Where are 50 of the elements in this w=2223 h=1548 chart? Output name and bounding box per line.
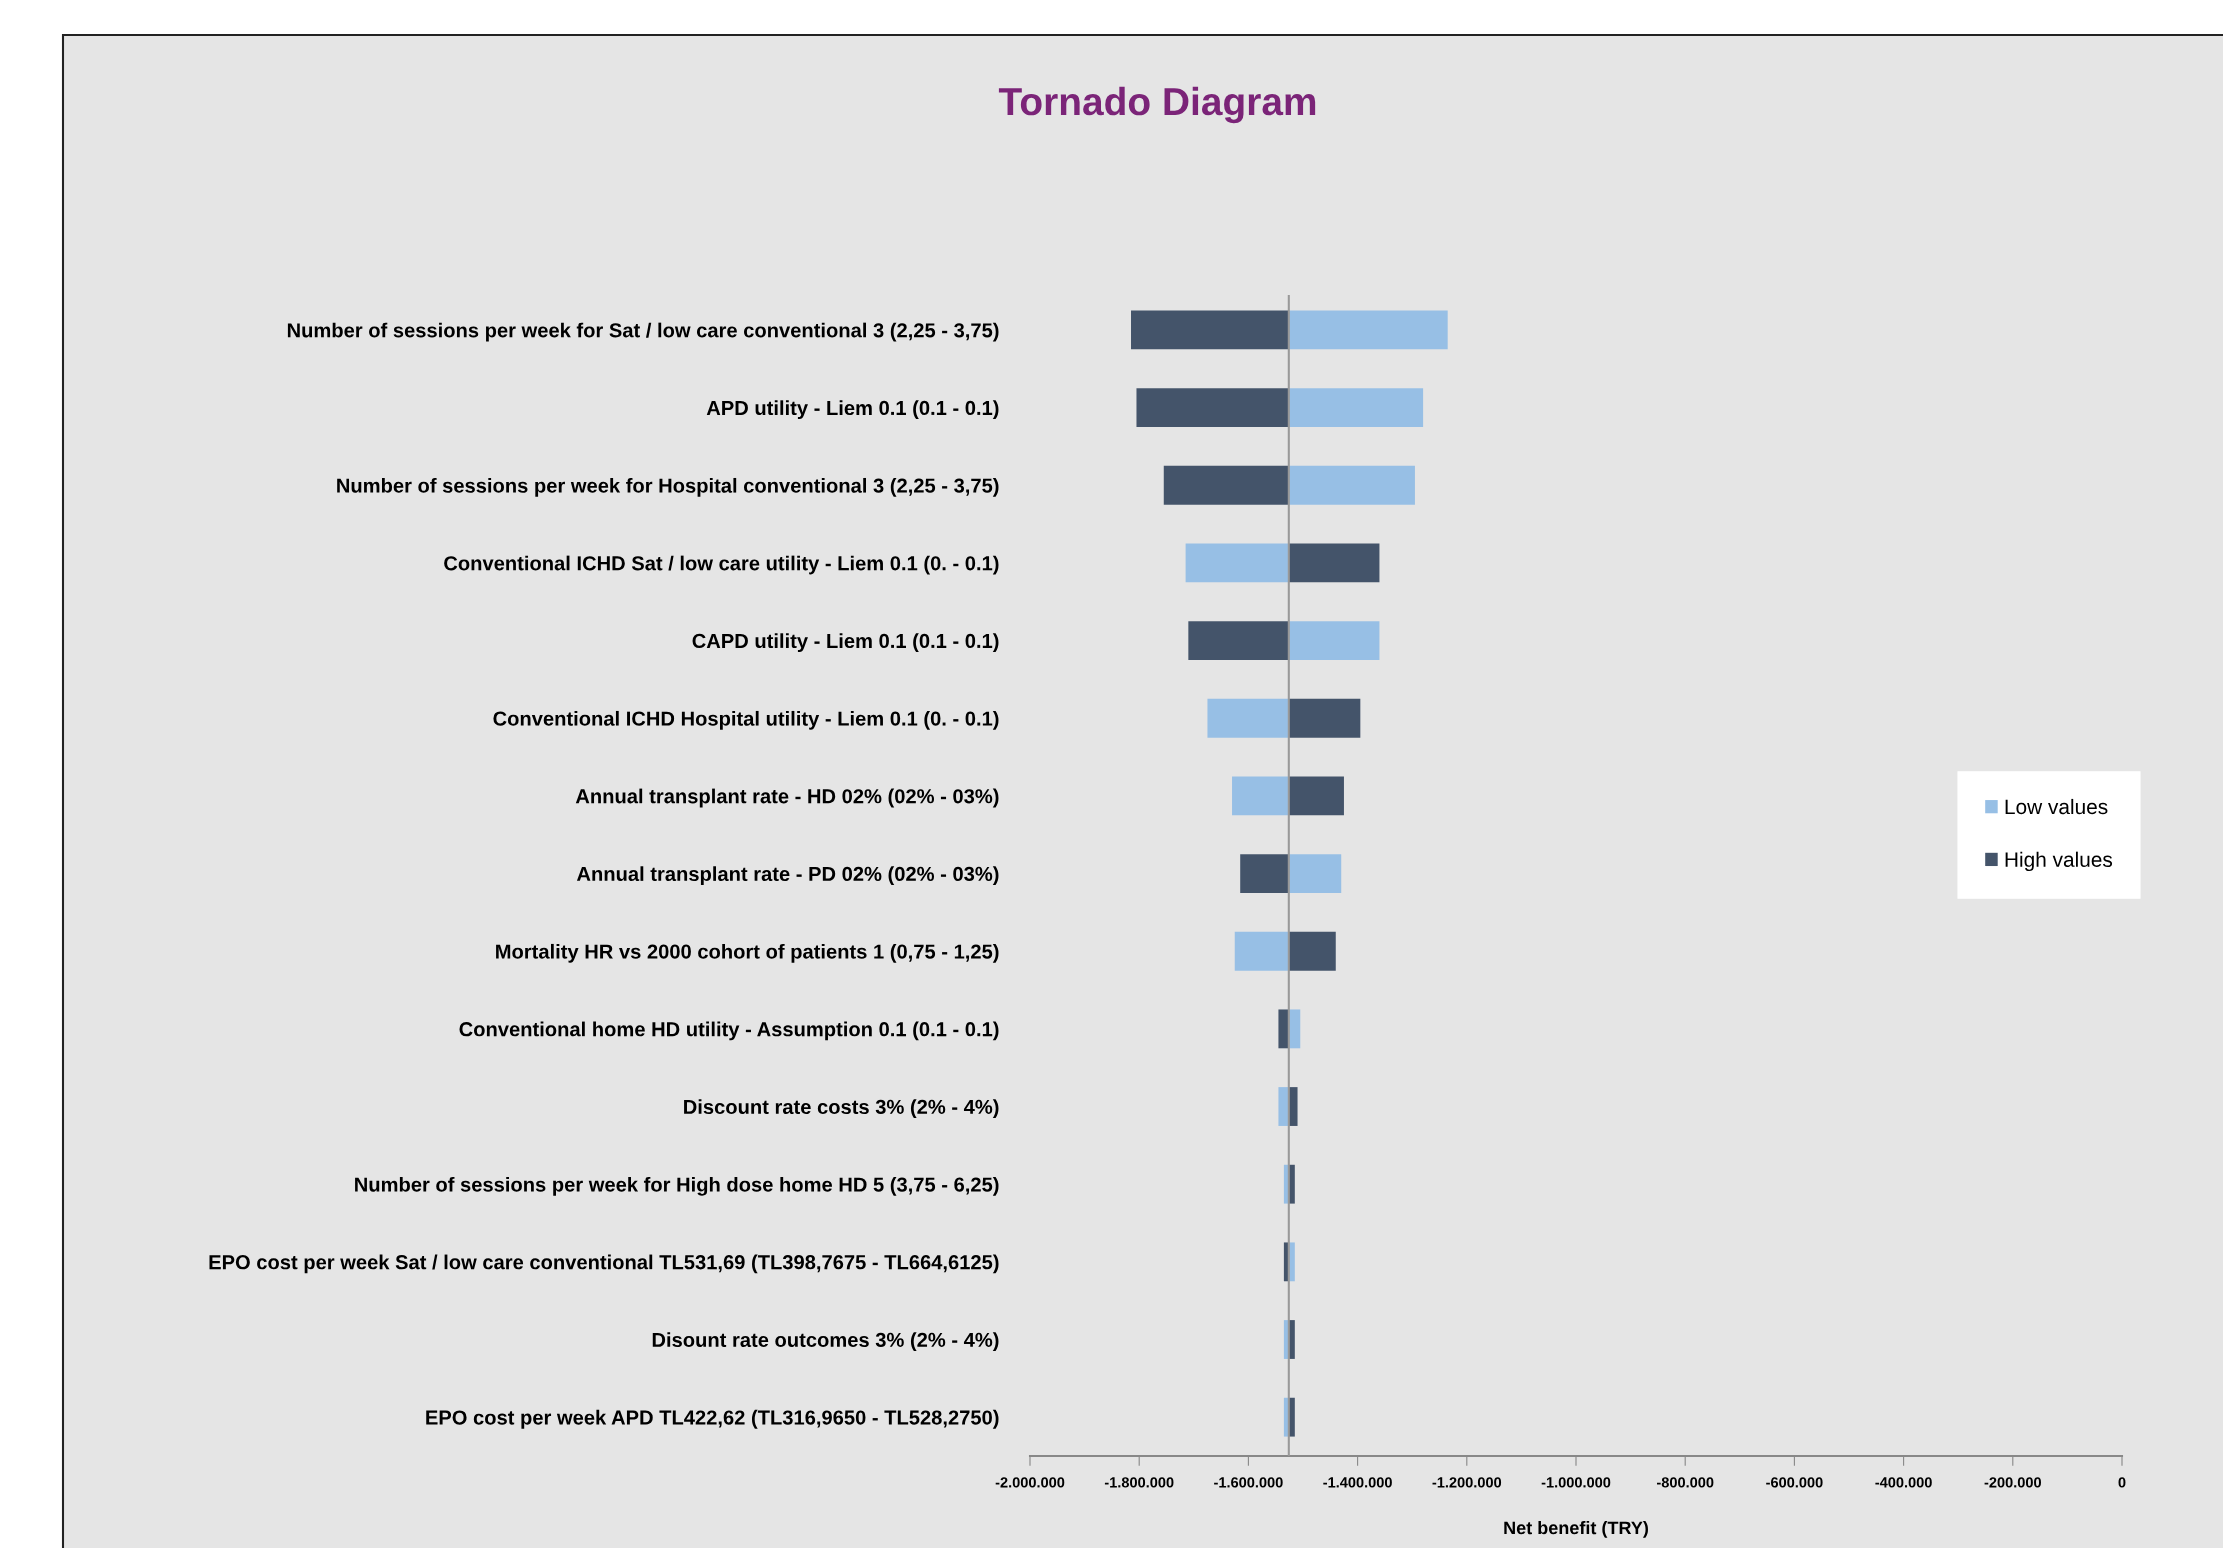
- bar: [1288, 388, 1424, 428]
- y-tick-label: Annual transplant rate - HD 02% (02% - 03%): [575, 788, 999, 808]
- bar: [1188, 621, 1289, 660]
- y-tick-label: APD utility - Liem 0.1 (0.1 - 0.1): [706, 400, 999, 420]
- y-tick-label: Conventional ICHD Sat / low care utility - Liem 0.1 (0. - 0.1): [444, 555, 999, 575]
- bar: [1240, 854, 1289, 893]
- legend-label: Low values: [2005, 798, 2108, 815]
- y-tick-label: Disount rate outcomes 3% (2% - 4%): [652, 1332, 999, 1351]
- y-tick-label: Conventional ICHD Hospital utility - Liem 0.1 (0. - 0.1): [493, 710, 999, 730]
- bar: [1288, 854, 1342, 893]
- y-tick-label: Number of sessions per week for Hospital conventional 3 (2,25 - 3,75): [337, 477, 999, 497]
- x-tick-label: -200.000: [1984, 1477, 2041, 1488]
- bar: [1131, 310, 1289, 350]
- y-tick-label: Mortality HR vs 2000 cohort of patients 1 (0,75 - 1,25): [496, 943, 999, 963]
- bar: [1288, 543, 1380, 583]
- y-tick-label: EPO cost per week APD TL422,62 (TL316,9650 - TL528,2750): [426, 1409, 999, 1429]
- bar: [1232, 776, 1289, 816]
- y-tick-label: EPO cost per week Sat / low care conventional TL531,69 (TL398,7675 - TL664,6125): [209, 1254, 999, 1274]
- y-tick-label: Number of sessions per week for Sat / low care conventional 3 (2,25 - 3,75): [287, 322, 999, 342]
- x-tick-label: -400.000: [1875, 1477, 1932, 1488]
- bar: [1288, 931, 1336, 971]
- y-tick-label: Annual transplant rate - PD 02% (02% - 03%): [576, 866, 999, 886]
- bar: [1288, 310, 1448, 350]
- bar: [1288, 621, 1380, 660]
- x-tick-label: -1.600.000: [1214, 1477, 1283, 1488]
- bar: [1278, 1009, 1289, 1049]
- bar: [1288, 698, 1361, 738]
- x-tick-label: -600.000: [1766, 1477, 1823, 1488]
- y-tick-label: Conventional home HD utility - Assumption 0.1 (0.1 - 0.1): [459, 1021, 999, 1041]
- bar: [1207, 698, 1289, 738]
- x-tick-label: -1.200.000: [1432, 1477, 1502, 1488]
- x-axis-title: Net benefit (TRY): [1504, 1520, 1648, 1538]
- y-tick-label: CAPD utility - Liem 0.1 (0.1 - 0.1): [692, 633, 999, 653]
- legend-label: High values: [2005, 851, 2113, 872]
- x-tick-label: 0: [2118, 1477, 2126, 1488]
- bar: [1185, 543, 1289, 583]
- x-tick-label: -1.400.000: [1323, 1477, 1392, 1488]
- x-tick-label: -1.800.000: [1104, 1477, 1174, 1488]
- y-tick-label: Discount rate costs 3% (2% - 4%): [684, 1099, 999, 1119]
- bar: [1234, 931, 1289, 971]
- x-tick-label: -800.000: [1656, 1477, 1714, 1488]
- bar: [1278, 1087, 1289, 1126]
- bar: [1288, 465, 1415, 505]
- x-tick-label: -2.000.000: [995, 1477, 1065, 1488]
- bar: [1163, 465, 1289, 505]
- x-tick-label: -1.000.000: [1541, 1477, 1611, 1488]
- bar: [1288, 776, 1344, 816]
- bar: [1136, 388, 1289, 428]
- y-tick-label: Number of sessions per week for High dose home HD 5 (3,75 - 6,25): [355, 1176, 999, 1196]
- chart-title: Tornado Diagram: [998, 86, 1316, 124]
